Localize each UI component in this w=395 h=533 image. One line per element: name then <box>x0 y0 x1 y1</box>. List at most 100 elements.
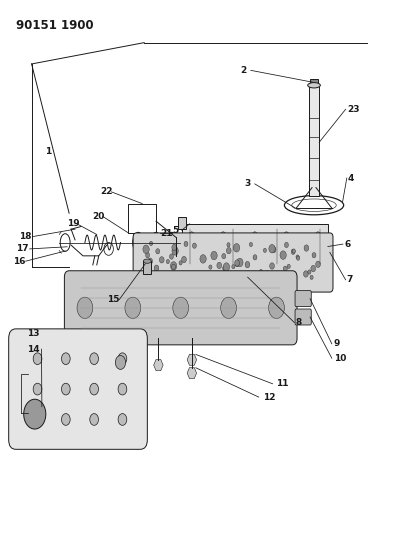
Text: 17: 17 <box>16 245 28 253</box>
FancyBboxPatch shape <box>133 233 333 292</box>
Circle shape <box>173 297 189 318</box>
Text: 6: 6 <box>344 240 350 248</box>
Circle shape <box>154 265 159 271</box>
Circle shape <box>171 264 175 270</box>
Circle shape <box>217 262 222 269</box>
Circle shape <box>90 383 98 395</box>
FancyBboxPatch shape <box>64 271 297 345</box>
Circle shape <box>150 279 154 285</box>
Circle shape <box>189 232 194 239</box>
Text: 23: 23 <box>347 105 359 114</box>
Circle shape <box>229 274 233 280</box>
Circle shape <box>270 263 275 269</box>
Circle shape <box>284 243 288 248</box>
Circle shape <box>297 256 300 260</box>
Text: 2: 2 <box>240 66 246 75</box>
Circle shape <box>280 251 286 260</box>
Circle shape <box>308 270 311 274</box>
Circle shape <box>175 274 178 279</box>
Circle shape <box>303 271 308 277</box>
Text: 3: 3 <box>244 180 250 188</box>
Circle shape <box>265 271 270 277</box>
Circle shape <box>169 254 173 259</box>
Circle shape <box>143 245 149 254</box>
Circle shape <box>245 261 250 268</box>
Circle shape <box>284 232 289 239</box>
Circle shape <box>77 297 93 318</box>
Text: 19: 19 <box>67 220 80 228</box>
Ellipse shape <box>143 259 151 263</box>
Circle shape <box>33 383 42 395</box>
Text: 22: 22 <box>101 188 113 196</box>
Circle shape <box>146 253 150 258</box>
Circle shape <box>166 260 169 264</box>
Circle shape <box>170 262 177 270</box>
Circle shape <box>292 274 296 280</box>
Circle shape <box>24 399 46 429</box>
Circle shape <box>184 241 188 247</box>
Circle shape <box>315 254 321 261</box>
Bar <box>128 204 156 233</box>
Circle shape <box>150 241 153 246</box>
Circle shape <box>271 246 276 253</box>
Text: 1: 1 <box>45 148 52 156</box>
Circle shape <box>316 261 320 268</box>
Circle shape <box>209 265 212 269</box>
Circle shape <box>269 297 284 318</box>
Circle shape <box>115 356 126 369</box>
Circle shape <box>33 414 42 425</box>
Circle shape <box>189 254 194 261</box>
Circle shape <box>159 256 164 263</box>
Circle shape <box>315 232 321 239</box>
Text: 8: 8 <box>295 318 302 327</box>
Text: 5: 5 <box>172 226 178 235</box>
Circle shape <box>235 261 239 266</box>
Polygon shape <box>154 360 163 370</box>
Circle shape <box>259 270 263 275</box>
Circle shape <box>287 264 290 269</box>
Circle shape <box>185 276 189 281</box>
Circle shape <box>118 353 127 365</box>
Text: 11: 11 <box>276 379 289 388</box>
Text: 90151 1900: 90151 1900 <box>16 19 94 31</box>
Bar <box>309 85 319 196</box>
Circle shape <box>252 254 258 261</box>
FancyBboxPatch shape <box>295 290 311 306</box>
Circle shape <box>62 383 70 395</box>
Circle shape <box>251 241 259 252</box>
Circle shape <box>224 278 228 283</box>
Text: 15: 15 <box>107 295 119 304</box>
Circle shape <box>269 245 275 253</box>
Circle shape <box>147 260 150 264</box>
Circle shape <box>206 272 209 277</box>
Bar <box>310 79 318 85</box>
Bar <box>143 261 151 274</box>
Circle shape <box>223 266 227 271</box>
Circle shape <box>192 243 196 248</box>
FancyBboxPatch shape <box>9 329 147 449</box>
Circle shape <box>312 253 316 258</box>
Circle shape <box>33 353 42 365</box>
Polygon shape <box>187 354 197 365</box>
Bar <box>182 224 328 269</box>
Circle shape <box>90 414 98 425</box>
Circle shape <box>226 247 231 254</box>
Text: 20: 20 <box>92 212 104 221</box>
Circle shape <box>316 241 324 252</box>
Circle shape <box>283 266 287 271</box>
Circle shape <box>222 254 226 259</box>
Circle shape <box>172 247 178 255</box>
Circle shape <box>253 255 257 260</box>
Circle shape <box>220 232 226 239</box>
Circle shape <box>182 256 186 263</box>
Text: 18: 18 <box>19 232 32 241</box>
Circle shape <box>156 249 160 254</box>
Circle shape <box>249 243 252 247</box>
Circle shape <box>310 275 313 279</box>
Circle shape <box>172 244 177 251</box>
Text: 10: 10 <box>334 354 346 362</box>
Circle shape <box>118 414 127 425</box>
Circle shape <box>291 249 295 254</box>
Circle shape <box>200 255 206 263</box>
Circle shape <box>221 297 237 318</box>
